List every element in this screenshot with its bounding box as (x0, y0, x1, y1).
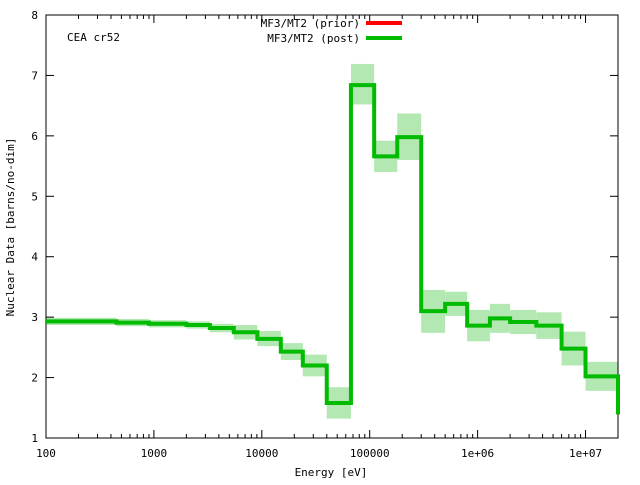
axes: 1 2 3 4 5 6 7 8 100 1000 10000 100000 1e+06 1e+07 (31, 9, 619, 460)
series-lines (46, 83, 620, 415)
x-tick-label: 10000 (245, 447, 278, 460)
y-tick-label: 1 (31, 432, 38, 445)
uncertainty-bands (46, 63, 618, 419)
legend: MF3/MT2 (prior) MF3/MT2 (post) (261, 17, 402, 45)
x-tick-label: 1000 (141, 447, 168, 460)
x-tick-label: 100000 (350, 447, 390, 460)
plot-frame (45, 14, 619, 439)
annotation-label: CEA cr52 (67, 31, 120, 44)
series-line-post (46, 83, 620, 415)
y-tick-label: 5 (31, 190, 38, 203)
x-axis-label: Energy [eV] (295, 466, 368, 479)
x-tick-label: 1e+07 (569, 447, 602, 460)
y-tick-label: 7 (31, 69, 38, 82)
x-tick-label: 100 (36, 447, 56, 460)
y-tick-label: 6 (31, 130, 38, 143)
series-line-prior (46, 83, 620, 415)
y-tick-label: 3 (31, 311, 38, 324)
legend-label-post: MF3/MT2 (post) (267, 32, 360, 45)
y-tick-label: 8 (31, 9, 38, 22)
x-tick-label: 1e+06 (461, 447, 494, 460)
y-tick-label: 4 (31, 251, 38, 264)
y-axis-label: Nuclear Data [barns/no-dim] (4, 138, 17, 317)
y-tick-label: 2 (31, 372, 38, 385)
legend-label-prior: MF3/MT2 (prior) (261, 17, 360, 30)
